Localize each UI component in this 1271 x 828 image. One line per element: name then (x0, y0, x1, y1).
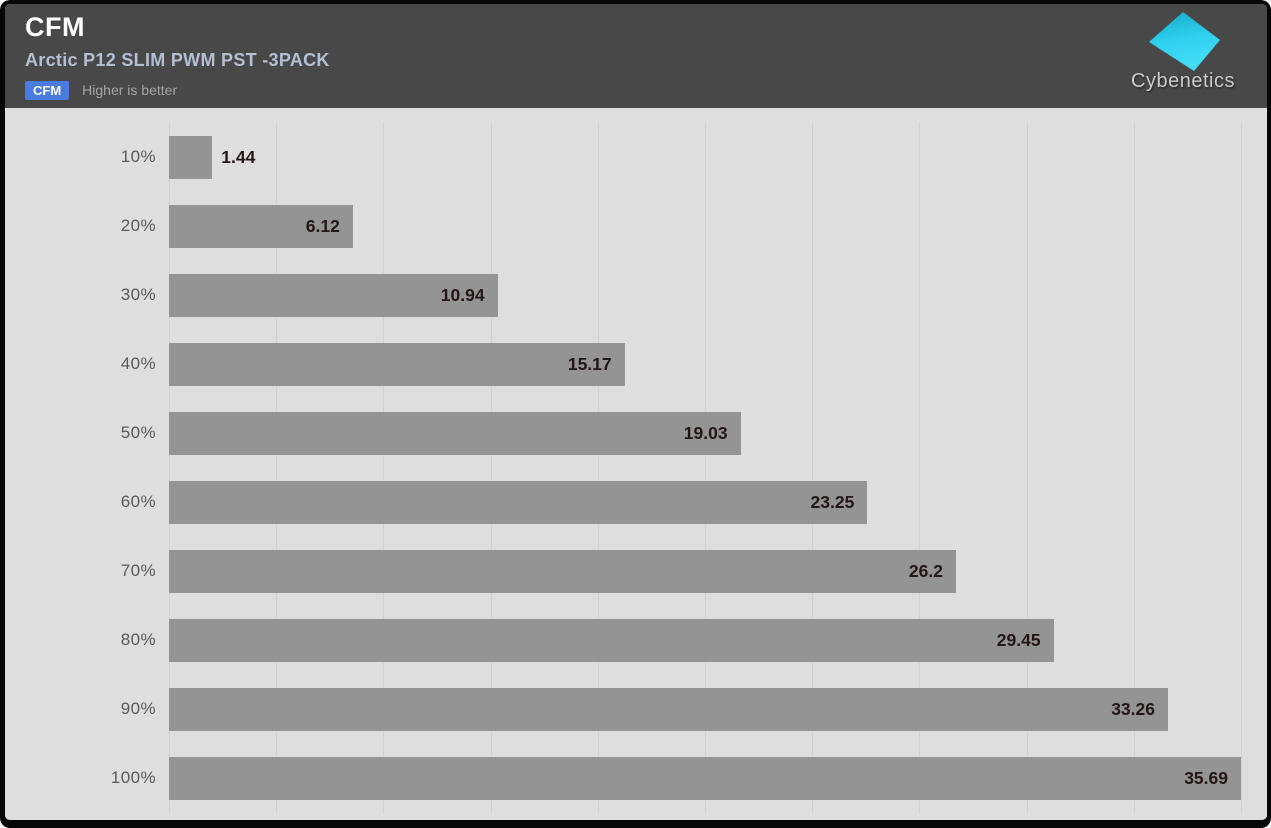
gridline (919, 122, 921, 814)
gridline (597, 122, 599, 814)
value-label: 35.69 (1184, 768, 1228, 788)
higher-is-better-note: Higher is better (82, 82, 178, 98)
bar (169, 342, 625, 386)
category-label: 30% (120, 285, 156, 304)
gridline (383, 122, 385, 814)
cybenetics-logo-icon (1149, 12, 1220, 71)
value-label: 6.12 (305, 216, 340, 236)
bar (169, 549, 956, 593)
category-label: 80% (120, 630, 156, 649)
cybenetics-logo-text: Cybenetics (1131, 70, 1235, 92)
category-label: 60% (120, 492, 156, 511)
value-label: 10.94 (440, 285, 485, 305)
page-title: CFM (25, 12, 85, 42)
bar (169, 411, 741, 455)
value-label: 19.03 (683, 423, 728, 443)
gridline (169, 122, 170, 814)
category-label: 10% (120, 147, 156, 166)
gridline (1026, 122, 1028, 814)
metric-badge: CFM (25, 80, 70, 100)
bar (169, 480, 868, 524)
value-label: 33.26 (1111, 699, 1155, 719)
gridline (276, 122, 278, 814)
value-label: 1.44 (221, 147, 256, 167)
bar (169, 756, 1241, 800)
value-label: 29.45 (996, 630, 1041, 650)
bar-chart: 10% 1.44 20% 6.12 30% 10.94 40% 15.17 50% 19.03 60… (5, 108, 1267, 820)
value-label: 23.25 (810, 492, 855, 512)
header: CFM Arctic P12 SLIM PWM PST -3PACK CFM H… (5, 4, 1267, 108)
gridline (1133, 122, 1135, 814)
bar (169, 618, 1054, 662)
gridline (1241, 122, 1242, 814)
bar (169, 135, 213, 179)
category-label: 20% (120, 216, 156, 235)
gridline (490, 122, 492, 814)
category-label: 70% (120, 561, 156, 580)
bar (169, 204, 353, 248)
gridline (705, 122, 706, 814)
category-label: 100% (110, 768, 156, 787)
category-label: 40% (120, 354, 156, 373)
product-name: Arctic P12 SLIM PWM PST -3PACK (25, 50, 330, 70)
bar (169, 687, 1168, 731)
category-label: 90% (120, 699, 156, 718)
cybenetics-logo: Cybenetics (1123, 10, 1243, 102)
bar (169, 273, 498, 317)
chart-card-inner: CFM Arctic P12 SLIM PWM PST -3PACK CFM H… (5, 4, 1267, 820)
value-label: 15.17 (567, 354, 612, 374)
gridline (812, 122, 814, 814)
metric-badge-row: CFM Higher is better (25, 79, 177, 101)
category-label: 50% (120, 423, 156, 442)
value-label: 26.2 (908, 561, 943, 581)
